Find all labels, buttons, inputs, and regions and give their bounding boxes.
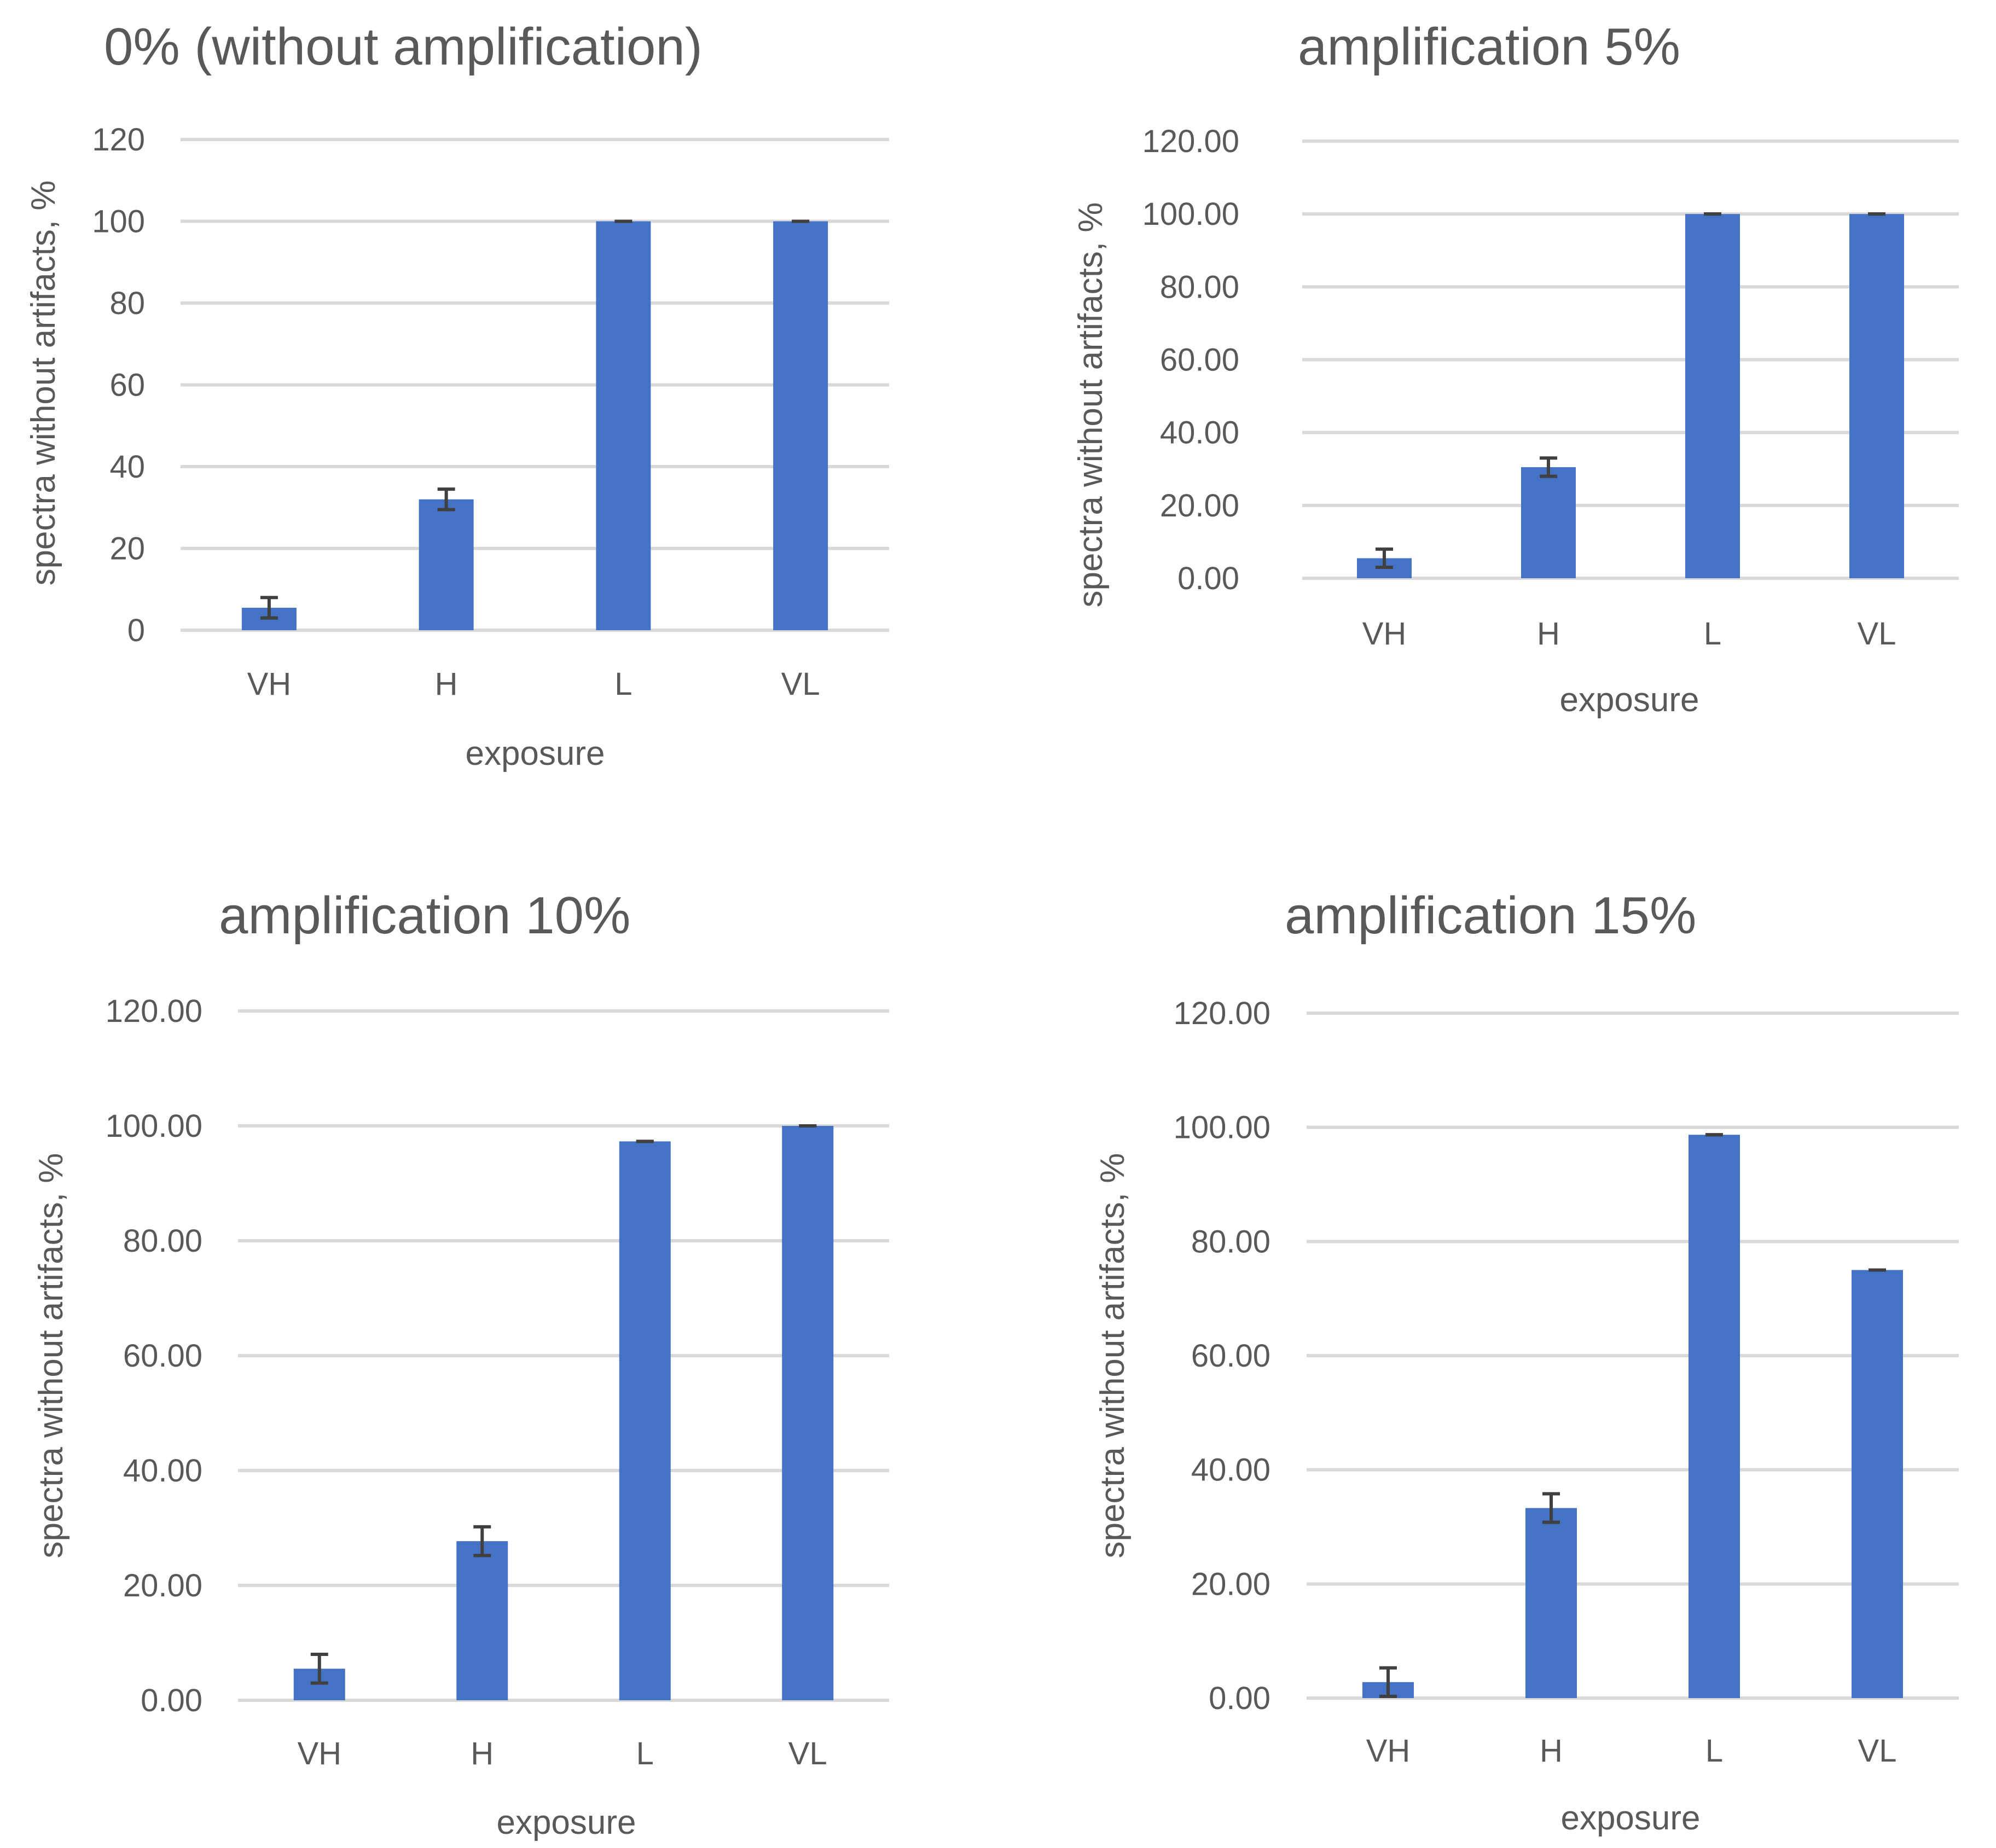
chart-title: 0% (without amplification) [104, 18, 703, 76]
y-tick-label: 100.00 [1142, 196, 1239, 232]
x-tick-label: H [471, 1736, 494, 1771]
y-axis-label: spectra without artifacts, % [1094, 1153, 1132, 1559]
x-tick-label: VH [1362, 616, 1407, 652]
bar-h [419, 499, 474, 630]
bar-h [1525, 1508, 1577, 1698]
y-tick-label: 20 [109, 531, 145, 567]
y-tick-label: 60.00 [1191, 1338, 1270, 1374]
chart-1-svg: amplification 5% spectra without artifac… [1072, 18, 1959, 719]
bar-vl [773, 221, 828, 630]
y-tick-label: 20.00 [1191, 1566, 1270, 1602]
y-tick-label: 0.00 [1209, 1681, 1270, 1716]
x-axis-label: exposure [1559, 681, 1699, 719]
y-tick-label: 80.00 [1191, 1224, 1270, 1259]
y-tick-label: 20.00 [1160, 488, 1239, 524]
y-tick-label: 40.00 [123, 1453, 202, 1489]
y-tick-label: 100 [92, 204, 145, 240]
bar-vl [1849, 214, 1904, 579]
y-tick-label: 120 [92, 122, 145, 158]
bar-h [456, 1541, 508, 1700]
x-tick-label: L [614, 666, 632, 702]
x-axis-label: exposure [465, 735, 605, 772]
x-tick-label: L [636, 1736, 654, 1771]
x-axis-label: exposure [1560, 1799, 1700, 1837]
y-axis-label: spectra without artifacts, % [1072, 202, 1110, 608]
chart-title: amplification 15% [1285, 886, 1696, 945]
bar-vl [1852, 1270, 1903, 1698]
y-tick-label: 40.00 [1191, 1452, 1270, 1488]
chart-2-svg: amplification 10% spectra without artifa… [32, 886, 889, 1841]
x-tick-label: VL [788, 1736, 827, 1771]
x-tick-label: H [1540, 1733, 1563, 1769]
x-tick-label: VH [297, 1736, 341, 1771]
x-tick-label: VL [781, 666, 820, 702]
x-tick-label: H [435, 666, 458, 702]
y-tick-label: 60.00 [1160, 342, 1239, 378]
y-tick-label: 0.00 [141, 1683, 202, 1718]
y-axis-label: spectra without artifacts, % [32, 1153, 70, 1559]
y-tick-label: 80.00 [1160, 269, 1239, 305]
y-tick-label: 0 [127, 613, 145, 648]
x-tick-label: L [1705, 1733, 1723, 1769]
y-tick-label: 60 [109, 368, 145, 403]
bar-l [1685, 214, 1740, 579]
x-tick-label: VL [1858, 616, 1896, 652]
y-tick-label: 0.00 [1177, 561, 1239, 596]
y-tick-label: 80.00 [123, 1223, 202, 1259]
bar-l [1689, 1135, 1740, 1698]
y-tick-label: 20.00 [123, 1568, 202, 1603]
y-tick-label: 40.00 [1160, 415, 1239, 451]
x-axis-label: exposure [496, 1804, 636, 1841]
y-tick-label: 100.00 [106, 1108, 202, 1144]
x-tick-label: H [1537, 616, 1560, 652]
x-tick-label: L [1704, 616, 1721, 652]
bar-l [619, 1141, 671, 1700]
y-tick-label: 120.00 [1142, 124, 1239, 159]
y-tick-label: 120.00 [1174, 996, 1270, 1031]
x-tick-label: VH [247, 666, 292, 702]
x-tick-label: VL [1858, 1733, 1897, 1769]
y-tick-label: 80 [109, 286, 145, 321]
y-tick-label: 60.00 [123, 1338, 202, 1374]
y-tick-label: 40 [109, 449, 145, 485]
y-axis-label: spectra without artifacts, % [25, 181, 62, 586]
chart-panel-1: amplification 5% spectra without artifac… [1072, 18, 1959, 719]
y-tick-label: 100.00 [1174, 1110, 1270, 1146]
bar-vl [782, 1126, 834, 1700]
x-tick-label: VH [1366, 1733, 1411, 1769]
chart-0-svg: 0% (without amplification) spectra witho… [25, 18, 889, 772]
chart-panel-2: amplification 10% spectra without artifa… [32, 886, 889, 1841]
bar-l [596, 221, 651, 630]
chart-title: amplification 10% [219, 886, 630, 945]
bar-h [1521, 467, 1576, 578]
y-tick-label: 120.00 [106, 993, 202, 1029]
chart-title: amplification 5% [1298, 18, 1680, 76]
chart-panel-0: 0% (without amplification) spectra witho… [0, 0, 998, 924]
